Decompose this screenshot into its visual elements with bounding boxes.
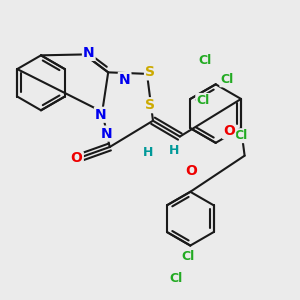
- Text: H: H: [169, 144, 179, 158]
- Text: Cl: Cl: [199, 54, 212, 67]
- Text: Cl: Cl: [235, 129, 248, 142]
- Text: N: N: [95, 108, 106, 122]
- Text: O: O: [70, 152, 82, 165]
- Text: Cl: Cl: [196, 94, 209, 107]
- Text: O: O: [71, 153, 83, 166]
- Text: Cl: Cl: [220, 73, 234, 86]
- Text: N: N: [101, 127, 112, 141]
- Text: S: S: [145, 98, 155, 112]
- Text: Cl: Cl: [170, 272, 183, 286]
- Text: S: S: [145, 65, 155, 80]
- Text: Cl: Cl: [181, 250, 194, 263]
- Text: N: N: [119, 73, 130, 87]
- Text: O: O: [185, 164, 197, 178]
- Text: O: O: [223, 124, 235, 138]
- Text: H: H: [143, 146, 154, 159]
- Text: N: N: [83, 46, 94, 60]
